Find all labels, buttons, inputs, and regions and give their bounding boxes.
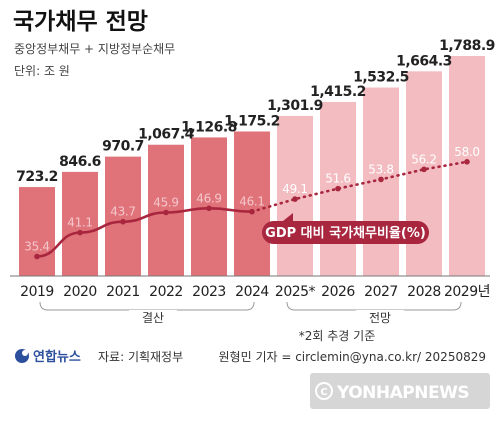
logo-mark-highlight [22,350,28,356]
bar-2019 [19,187,55,276]
bar-value-label: 1,532.5 [353,70,409,86]
ratio-value-label: 35.4 [24,240,50,254]
legend-label: GDP 대비 국가채무비율(%) [265,225,426,241]
ratio-value-label: 43.7 [110,205,136,219]
ratio-point [421,166,427,173]
bar-value-label: 846.6 [59,154,101,170]
x-tick-label: 2021 [106,284,140,300]
x-tick-label: 2029년 [444,284,490,300]
x-tick-label: 2019 [20,284,54,300]
legend: GDP 대비 국가채무비율(%) [262,213,429,244]
bar-2021 [105,156,141,276]
ratio-point [34,253,40,260]
watermark-copyright-icon [315,382,333,400]
x-tick-label: 2028 [407,284,441,300]
ratio-point [292,196,298,202]
x-tick-label: 2025* [275,284,316,300]
bar-value-label: 1,664.3 [396,53,452,69]
ratio-value-label: 51.6 [325,172,351,186]
logo-text: 연합뉴스 [33,349,81,365]
x-tick-label: 2023 [192,284,226,300]
ratio-point [163,209,169,216]
bar-value-label: 1,126.8 [181,119,237,135]
bar-value-label: 1,067.4 [138,127,195,143]
ratio-value-label: 41.1 [67,216,93,230]
actual-label-bg [129,310,177,326]
ratio-line-group: 35.4 41.1 43.7 45.9 46.9 46.1 49.1 51.6 53.8 56.2… [24,145,480,260]
forecast-bracket [286,301,462,311]
x-tick-labels: 2019 2020 2021 2022 2023 2024 2025* 2026 2027 202… [20,284,490,300]
actual-group-label: 결산 [142,311,164,325]
ratio-value-label: 46.1 [239,195,265,209]
bar-value-label: 1,175.2 [224,113,280,129]
bar-value-label: 970.7 [102,139,144,155]
ratio-value-label: 46.9 [196,191,222,205]
ratio-value-label: 49.1 [282,182,308,196]
ratio-point [120,218,126,225]
forecast-group-label: 전망 [369,311,391,325]
x-tick-label: 2026 [321,284,355,300]
ratio-line-actual [36,207,253,258]
chart-title: 국가채무 전망 [13,9,148,35]
ratio-value-label: 45.9 [153,196,179,210]
watermark: C YONHAPNEWS [310,373,490,409]
ratio-point [464,159,470,165]
unit-label: 단위: 조 원 [14,64,70,78]
ratio-point [335,185,341,192]
footnote: *2회 추경 기준 [299,329,375,343]
bar-2024 [234,131,270,276]
bar-2029년 [449,56,485,276]
ratio-value-label: 58.0 [454,145,480,159]
x-tick-label: 2027 [364,284,398,300]
footer: 연합뉴스 자료: 기획재정부 원형민 기자 = circlemin@yna.co… [15,349,486,365]
bar-value-label: 1,415.2 [310,84,366,100]
ratio-point [77,229,83,236]
ratio-value-label: 53.8 [368,162,394,176]
watermark-c-glyph: C [320,387,327,398]
ratio-point [378,176,384,183]
watermark-bg [310,373,490,409]
chart-subtitle: 중앙정부채무 + 지방정부순채무 [14,42,175,56]
x-tick-label: 2020 [63,284,97,300]
bar-2025* [277,115,313,276]
source-label: 자료: 기획재정부 [98,350,183,364]
x-tick-label: 2022 [149,284,183,300]
watermark-text: YONHAPNEWS [336,383,469,403]
bar-value-label: 723.2 [16,169,58,185]
group-brackets: 결산 전망 *2회 추경 기준 [39,301,462,343]
legend-pointer [283,213,293,221]
ratio-line-forecast [250,160,469,213]
ratio-value-label: 56.2 [411,152,437,166]
bar-value-label: 1,788.9 [439,38,495,54]
yonhap-logo: 연합뉴스 [15,349,81,365]
legend-pill [262,221,429,244]
forecast-label-bg [356,310,404,326]
credit-label: 원형민 기자 = circlemin@yna.co.kr/ 20250829 [219,350,486,364]
actual-bracket [39,301,255,311]
bar-2028 [406,71,442,276]
ratio-point [249,208,255,215]
bar-value-labels: 723.2846.6970.71,067.41,126.81,175.21,30… [16,38,495,185]
x-tick-label: 2024 [235,284,269,300]
ratio-point [206,205,212,212]
bar-value-label: 1,301.9 [267,98,323,114]
bar-2020 [62,171,98,276]
